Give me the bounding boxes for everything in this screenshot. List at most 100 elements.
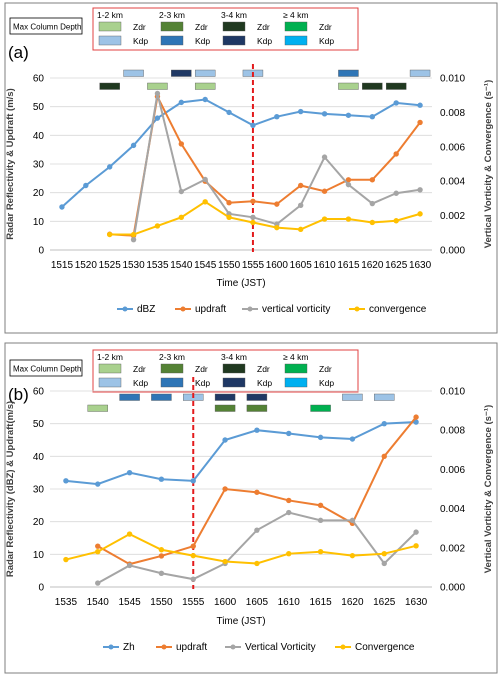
y-axis-title-left: Radar Reflectivity (dBZ) & Updraft(m/s) — [5, 401, 16, 577]
y-tick-right: 0.000 — [440, 246, 465, 257]
max-column-depth-label: Max Column Depth — [13, 23, 81, 32]
data-point — [345, 216, 352, 222]
data-point — [190, 552, 196, 559]
data-point — [381, 453, 387, 460]
x-tick-label: 1625 — [385, 260, 408, 271]
zdr-label: Zdr — [195, 22, 208, 32]
kdp-column-marker — [338, 69, 359, 77]
x-tick-label: 1530 — [122, 260, 145, 271]
zdr-column-marker — [310, 404, 331, 412]
data-point — [63, 478, 69, 484]
series-line-2 — [97, 511, 417, 584]
data-point — [154, 115, 161, 121]
zdr-column-marker — [246, 404, 268, 412]
x-tick-label: 1555 — [182, 597, 205, 608]
data-point — [254, 560, 260, 567]
panel-label: (b) — [8, 385, 29, 404]
x-tick-label: 1600 — [214, 597, 237, 608]
y-tick-right: 0.002 — [440, 211, 465, 222]
x-tick-label: 1545 — [194, 260, 217, 271]
kdp-swatch — [160, 35, 184, 46]
y-tick-right: 0.008 — [440, 108, 465, 119]
series-line-0 — [61, 98, 421, 208]
data-point — [413, 414, 419, 420]
x-tick-label: 1620 — [341, 597, 364, 608]
x-tick-label: 1630 — [405, 597, 428, 608]
kdp-column-marker — [374, 393, 395, 401]
panel-frame — [4, 2, 498, 334]
data-point — [417, 211, 423, 217]
x-tick-label: 1535 — [146, 260, 169, 271]
data-point — [297, 108, 304, 115]
y-tick-left: 50 — [33, 419, 45, 430]
zdr-label: Zdr — [133, 22, 146, 32]
data-point — [413, 529, 419, 535]
zdr-swatch — [222, 363, 246, 374]
data-point — [393, 190, 399, 196]
data-point — [202, 176, 208, 183]
zdr-swatch — [98, 363, 122, 374]
kdp-label: Kdp — [319, 36, 334, 46]
data-point — [250, 214, 256, 221]
y-tick-left: 10 — [33, 550, 45, 561]
data-point — [317, 434, 324, 441]
zdr-swatch — [160, 21, 184, 32]
panel-label: (a) — [8, 43, 29, 62]
data-point — [286, 497, 292, 504]
data-point — [254, 427, 260, 433]
kdp-label: Kdp — [133, 36, 148, 46]
x-tick-label: 1600 — [266, 260, 289, 271]
y-axis-title-right: Vertical Vorticity & Convergence (s⁻¹) — [483, 80, 494, 249]
legend-label: Vertical Vorticity — [245, 642, 316, 653]
data-point — [381, 560, 387, 567]
data-point — [95, 481, 101, 487]
zdr-column-marker — [87, 404, 108, 412]
y-tick-left: 30 — [33, 485, 45, 496]
data-point — [286, 509, 292, 516]
data-point — [202, 199, 208, 205]
data-point — [178, 214, 185, 221]
kdp-label: Kdp — [319, 378, 334, 388]
data-point — [381, 420, 387, 427]
data-point — [345, 112, 352, 118]
x-tick-label: 1630 — [409, 260, 432, 271]
data-point — [95, 549, 101, 555]
zdr-column-marker — [214, 404, 236, 412]
zdr-column-marker — [147, 82, 168, 90]
data-point — [154, 90, 161, 97]
data-point — [417, 187, 423, 193]
data-point — [349, 552, 356, 559]
panel-frame — [4, 342, 498, 674]
data-point — [254, 527, 260, 533]
data-point — [226, 109, 232, 116]
data-point — [226, 200, 232, 206]
kdp-column-marker — [342, 393, 363, 401]
kdp-column-marker — [119, 393, 140, 401]
max-column-depth-box — [9, 17, 83, 35]
kdp-swatch — [222, 35, 246, 46]
y-tick-left: 30 — [33, 160, 45, 171]
kdp-column-marker — [409, 69, 431, 77]
zdr-column-marker — [194, 82, 216, 90]
kdp-swatch — [98, 377, 122, 388]
data-point — [202, 96, 208, 103]
data-point — [95, 543, 101, 549]
legend-marker — [180, 306, 186, 312]
chart-panel-a: Max Column Depth 1-2 km Zdr Kdp 2-3 km Zdr Kdp… — [4, 2, 498, 334]
data-point — [286, 430, 292, 437]
y-tick-right: 0.010 — [440, 74, 465, 85]
data-point — [413, 419, 419, 425]
depth-group-label: 1-2 km — [97, 10, 123, 20]
x-tick-label: 1615 — [309, 597, 332, 608]
max-column-depth-label: Max Column Depth — [13, 365, 81, 374]
data-point — [381, 550, 387, 557]
zdr-column-marker — [99, 82, 120, 90]
zdr-label: Zdr — [195, 364, 208, 374]
data-point — [274, 114, 280, 120]
data-point — [417, 102, 423, 108]
data-point — [369, 219, 376, 226]
x-tick-label: 1545 — [118, 597, 141, 608]
y-tick-right: 0.008 — [440, 426, 465, 437]
kdp-column-marker — [171, 69, 192, 77]
y-tick-right: 0.004 — [440, 177, 465, 188]
